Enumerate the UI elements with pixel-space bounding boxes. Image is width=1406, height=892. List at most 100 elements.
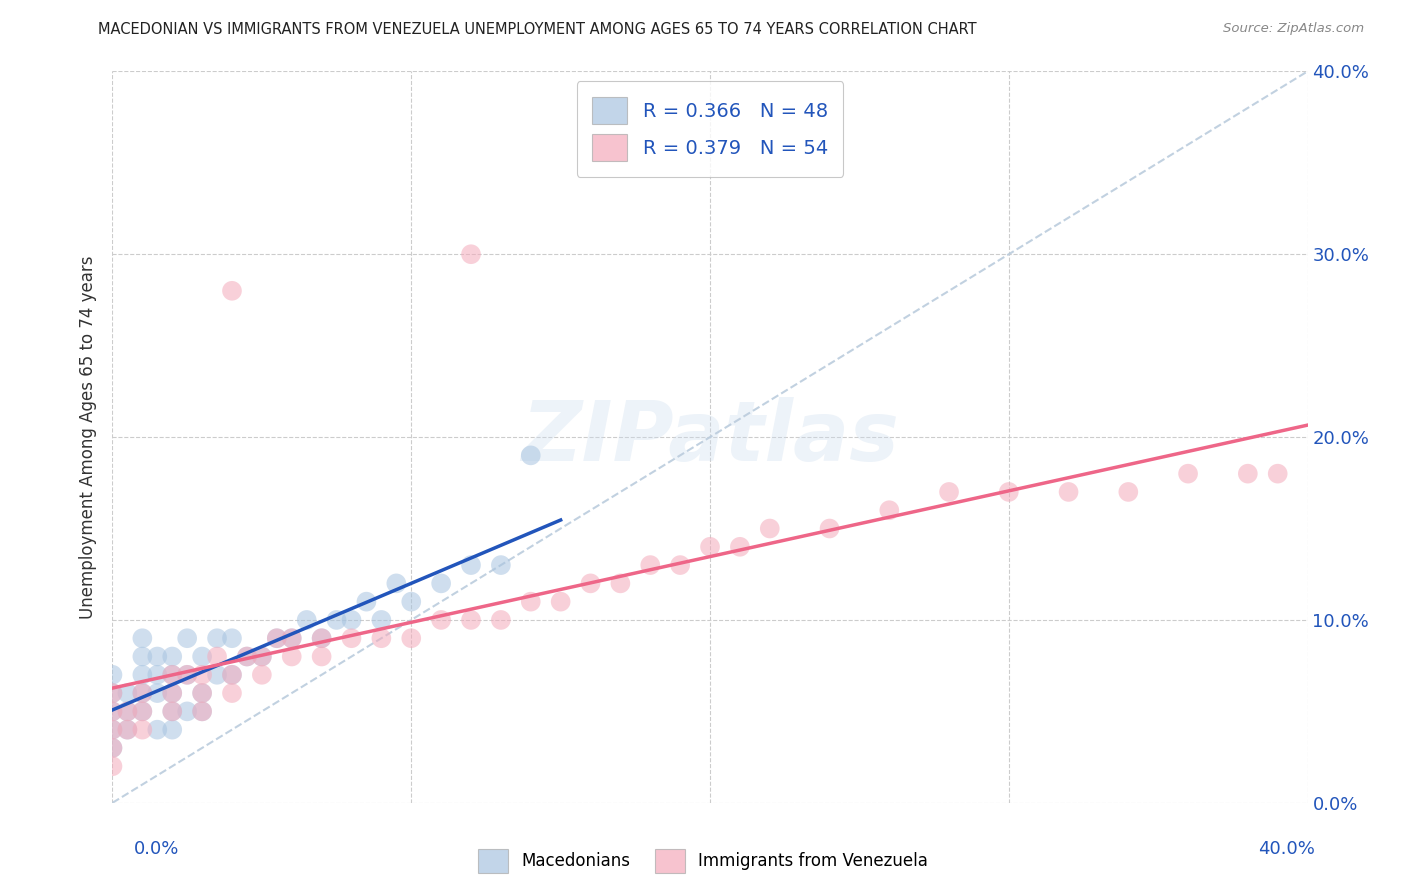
Point: [101, 740, 124, 755]
Point: [879, 503, 901, 517]
Point: [131, 686, 153, 700]
Point: [162, 686, 183, 700]
Point: [101, 686, 124, 700]
Point: [162, 667, 183, 681]
Point: [131, 723, 153, 737]
Point: [146, 723, 169, 737]
Point: [117, 686, 139, 700]
Point: [1118, 485, 1140, 500]
Point: [266, 632, 288, 646]
Point: [520, 594, 543, 608]
Point: [370, 613, 392, 627]
Text: ZIPatlas: ZIPatlas: [522, 397, 898, 477]
Point: [205, 667, 228, 681]
Point: [728, 540, 751, 554]
Point: [176, 705, 198, 719]
Point: [281, 632, 304, 646]
Y-axis label: Unemployment Among Ages 65 to 74 years: Unemployment Among Ages 65 to 74 years: [79, 255, 97, 619]
Point: [176, 667, 198, 681]
Point: [579, 576, 602, 591]
Point: [101, 740, 124, 755]
Point: [131, 649, 153, 664]
Point: [146, 686, 169, 700]
Point: [191, 705, 214, 719]
Point: [340, 632, 363, 646]
Text: Source: ZipAtlas.com: Source: ZipAtlas.com: [1223, 22, 1364, 36]
Point: [191, 705, 214, 719]
Point: [998, 485, 1021, 500]
Point: [340, 613, 363, 627]
Point: [131, 705, 153, 719]
Point: [221, 284, 243, 298]
Point: [221, 667, 243, 681]
Point: [250, 667, 273, 681]
Point: [162, 686, 183, 700]
Point: [146, 667, 169, 681]
Point: [176, 667, 198, 681]
Point: [162, 667, 183, 681]
Point: [101, 723, 124, 737]
Point: [266, 632, 288, 646]
Point: [311, 632, 333, 646]
Point: [221, 632, 243, 646]
Point: [191, 667, 214, 681]
Legend: R = 0.366   N = 48, R = 0.379   N = 54: R = 0.366 N = 48, R = 0.379 N = 54: [576, 81, 844, 177]
Point: [250, 649, 273, 664]
Point: [609, 576, 631, 591]
Point: [759, 521, 782, 535]
Point: [146, 649, 169, 664]
Text: 40.0%: 40.0%: [1258, 840, 1315, 858]
Point: [370, 632, 392, 646]
Point: [162, 705, 183, 719]
Point: [117, 705, 139, 719]
Point: [460, 247, 482, 261]
Point: [191, 686, 214, 700]
Point: [101, 723, 124, 737]
Point: [1237, 467, 1260, 481]
Text: MACEDONIAN VS IMMIGRANTS FROM VENEZUELA UNEMPLOYMENT AMONG AGES 65 TO 74 YEARS C: MACEDONIAN VS IMMIGRANTS FROM VENEZUELA …: [98, 22, 977, 37]
Point: [1267, 467, 1289, 481]
Point: [281, 649, 304, 664]
Point: [550, 594, 572, 608]
Point: [430, 576, 453, 591]
Point: [356, 594, 378, 608]
Point: [101, 686, 124, 700]
Point: [221, 667, 243, 681]
Point: [401, 632, 423, 646]
Point: [385, 576, 408, 591]
Point: [325, 613, 347, 627]
Point: [401, 594, 423, 608]
Point: [520, 448, 543, 462]
Point: [131, 667, 153, 681]
Point: [1177, 467, 1199, 481]
Text: 0.0%: 0.0%: [134, 840, 179, 858]
Point: [250, 649, 273, 664]
Point: [430, 613, 453, 627]
Point: [489, 613, 512, 627]
Point: [236, 649, 259, 664]
Point: [131, 686, 153, 700]
Point: [699, 540, 721, 554]
Point: [205, 649, 228, 664]
Point: [176, 632, 198, 646]
Point: [281, 632, 304, 646]
Point: [311, 632, 333, 646]
Point: [818, 521, 841, 535]
Point: [131, 632, 153, 646]
Point: [191, 649, 214, 664]
Point: [117, 723, 139, 737]
Point: [131, 705, 153, 719]
Point: [460, 558, 482, 573]
Point: [101, 705, 124, 719]
Point: [162, 723, 183, 737]
Point: [311, 649, 333, 664]
Point: [117, 723, 139, 737]
Point: [460, 613, 482, 627]
Point: [101, 759, 124, 773]
Point: [489, 558, 512, 573]
Point: [669, 558, 692, 573]
Point: [1057, 485, 1080, 500]
Legend: Macedonians, Immigrants from Venezuela: Macedonians, Immigrants from Venezuela: [471, 842, 935, 880]
Point: [117, 705, 139, 719]
Point: [295, 613, 318, 627]
